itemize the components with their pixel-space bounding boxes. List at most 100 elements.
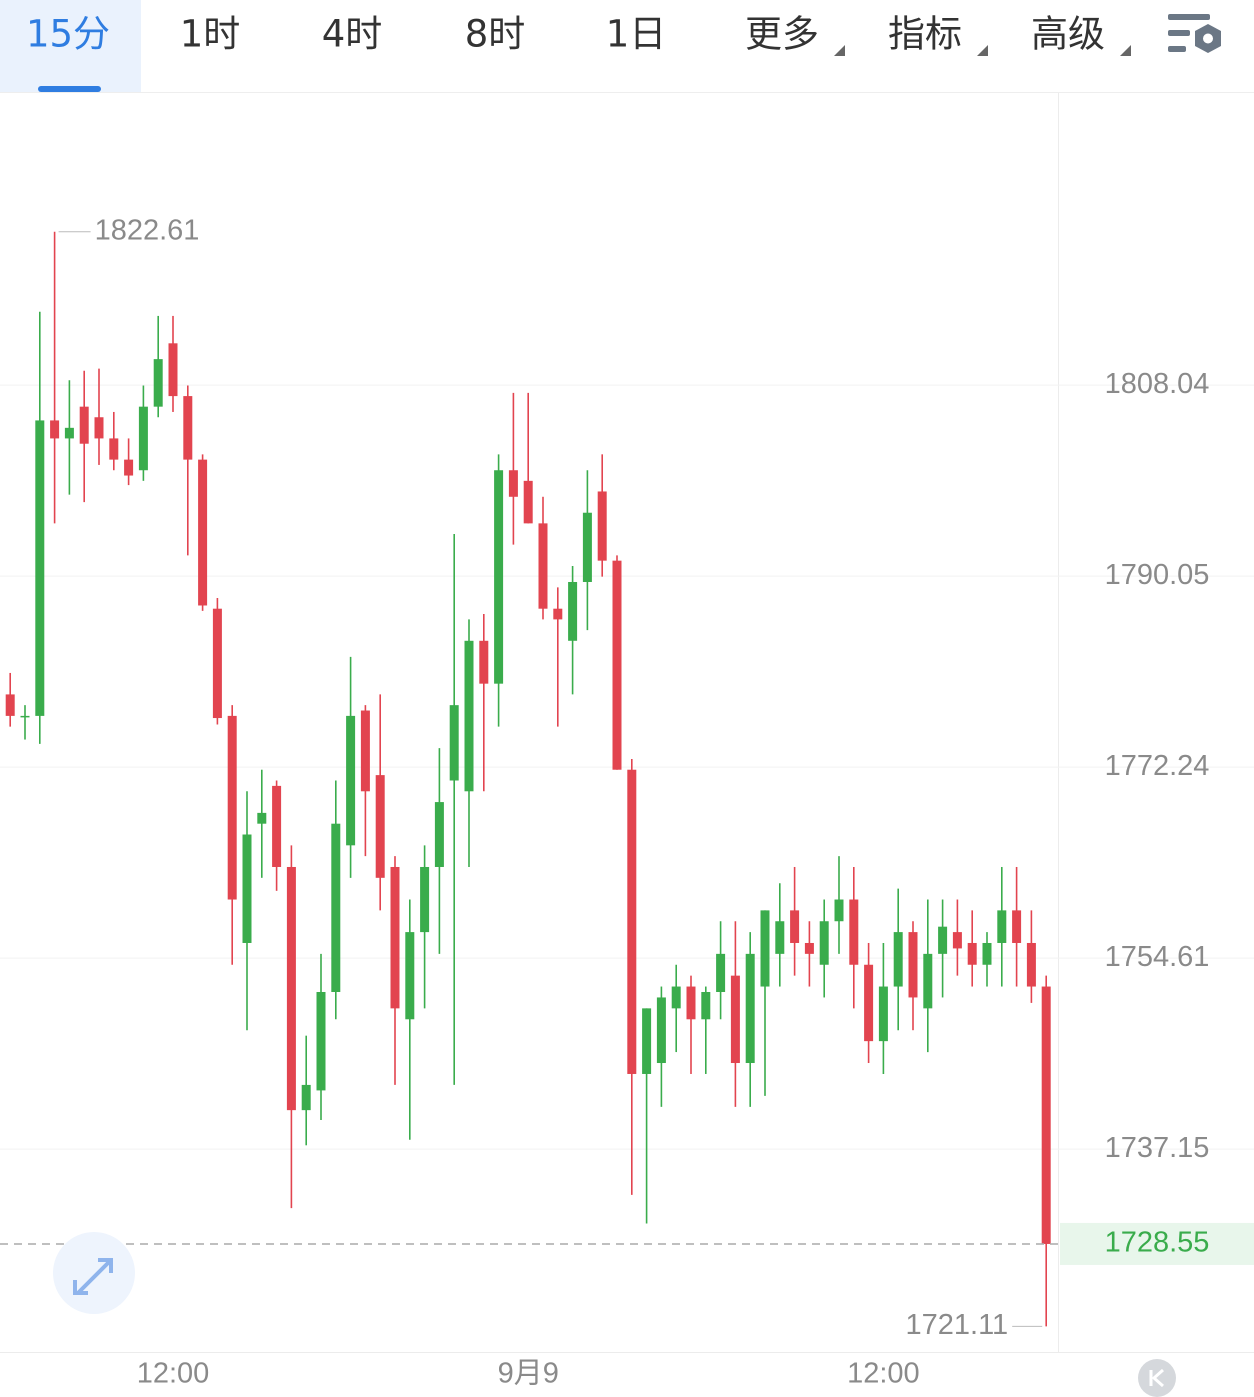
y-tick-label: 1754.61: [1105, 941, 1210, 973]
candle-body: [879, 987, 888, 1042]
candle-body: [6, 694, 15, 715]
candle-body: [820, 921, 829, 965]
candle-body: [465, 641, 474, 791]
active-tab-indicator: [38, 86, 101, 92]
x-tick-label: 12:00: [137, 1358, 210, 1390]
candle-body: [997, 910, 1006, 943]
candle-body: [790, 910, 799, 943]
candle-body: [938, 927, 947, 954]
candle-body: [109, 438, 118, 459]
candle-body: [331, 824, 340, 992]
tab[interactable]: 指标: [888, 13, 962, 56]
candle-body: [124, 460, 133, 476]
candle-body: [391, 867, 400, 1008]
candle-body: [80, 407, 89, 444]
y-tick-label: 1737.15: [1105, 1132, 1210, 1164]
icon-bar: [1168, 46, 1186, 52]
candle-body: [805, 943, 814, 954]
candle-body: [228, 716, 237, 900]
candle-body: [583, 513, 592, 582]
candle-body: [509, 470, 518, 497]
candle-body: [1027, 943, 1036, 987]
max-label: 1822.61: [95, 214, 200, 246]
y-tick-label: 1772.24: [1105, 750, 1210, 782]
candle-body: [35, 420, 44, 715]
candle-body: [953, 932, 962, 948]
x-tick-label: 9月9: [498, 1358, 559, 1390]
candle-body: [198, 460, 207, 606]
candle-body: [420, 867, 429, 932]
candle-body: [568, 582, 577, 641]
candle-body: [257, 813, 266, 824]
candle-body: [642, 1008, 651, 1074]
x-tick-label: 12:00: [847, 1358, 920, 1390]
candle-body: [361, 711, 370, 792]
candle-body: [317, 992, 326, 1090]
candle-body: [849, 900, 858, 965]
y-tick-label: 1808.04: [1105, 368, 1210, 400]
candle-body: [553, 609, 562, 620]
candle-body: [672, 987, 681, 1009]
candle-body: [1012, 910, 1021, 943]
candle-body: [716, 954, 725, 992]
expand-button[interactable]: [53, 1232, 135, 1314]
candle-body: [346, 716, 355, 845]
candle-body: [139, 407, 148, 471]
candle-body: [302, 1085, 311, 1110]
candle-body: [376, 775, 385, 878]
candle-body: [746, 954, 755, 1063]
candle-body: [95, 417, 104, 438]
candle-body: [21, 716, 30, 718]
candle-body: [701, 992, 710, 1019]
y-tick-label: 1790.05: [1105, 559, 1210, 591]
candle-body: [983, 943, 992, 965]
candle-body: [287, 867, 296, 1110]
min-label: 1721.11: [906, 1309, 1009, 1341]
plot: 1808.04 1790.05 1772.24 1754.61 1737.15 12:00…: [0, 214, 1254, 1389]
button-bg: [53, 1232, 135, 1314]
candle-body: [272, 786, 281, 867]
candle-body: [657, 997, 666, 1063]
candle-body: [524, 481, 533, 524]
candle-body: [761, 910, 770, 986]
tab[interactable]: 15分: [26, 13, 110, 56]
candle-body: [598, 491, 607, 560]
tab[interactable]: 更多: [745, 13, 819, 56]
k-button[interactable]: [1138, 1359, 1176, 1397]
candle-body: [613, 561, 622, 770]
tab[interactable]: 1时: [180, 13, 241, 56]
candle-body: [435, 802, 444, 867]
tab[interactable]: 高级: [1031, 13, 1105, 56]
candle-body: [494, 470, 503, 683]
tab[interactable]: 8时: [465, 13, 526, 56]
candle-body: [154, 359, 163, 407]
candle-body: [1042, 987, 1051, 1244]
button-bg: [1138, 1359, 1176, 1397]
candle-body: [968, 943, 977, 965]
tab[interactable]: 4时: [322, 13, 383, 56]
icon-bar: [1168, 14, 1210, 20]
candle-body: [923, 954, 932, 1009]
icon-bar: [1168, 30, 1190, 36]
candle-body: [213, 609, 222, 718]
candle-body: [731, 976, 740, 1063]
candle-body: [65, 428, 74, 439]
last-price-label: 1728.55: [1105, 1227, 1210, 1259]
candle-body: [183, 396, 192, 460]
candle-body: [450, 705, 459, 780]
candle-body: [687, 987, 696, 1020]
candle-body: [50, 420, 59, 438]
candle-body: [894, 932, 903, 986]
candle-body: [169, 343, 178, 396]
candle-body: [243, 835, 252, 943]
candle-body: [835, 900, 844, 922]
candle-body: [405, 932, 414, 1019]
candle-body: [909, 932, 918, 997]
candle-body: [479, 641, 488, 684]
tab[interactable]: 1日: [606, 13, 667, 56]
candle-body: [864, 965, 873, 1041]
candle-body: [775, 921, 784, 954]
candle-body: [539, 523, 548, 608]
candle-body: [627, 770, 636, 1074]
